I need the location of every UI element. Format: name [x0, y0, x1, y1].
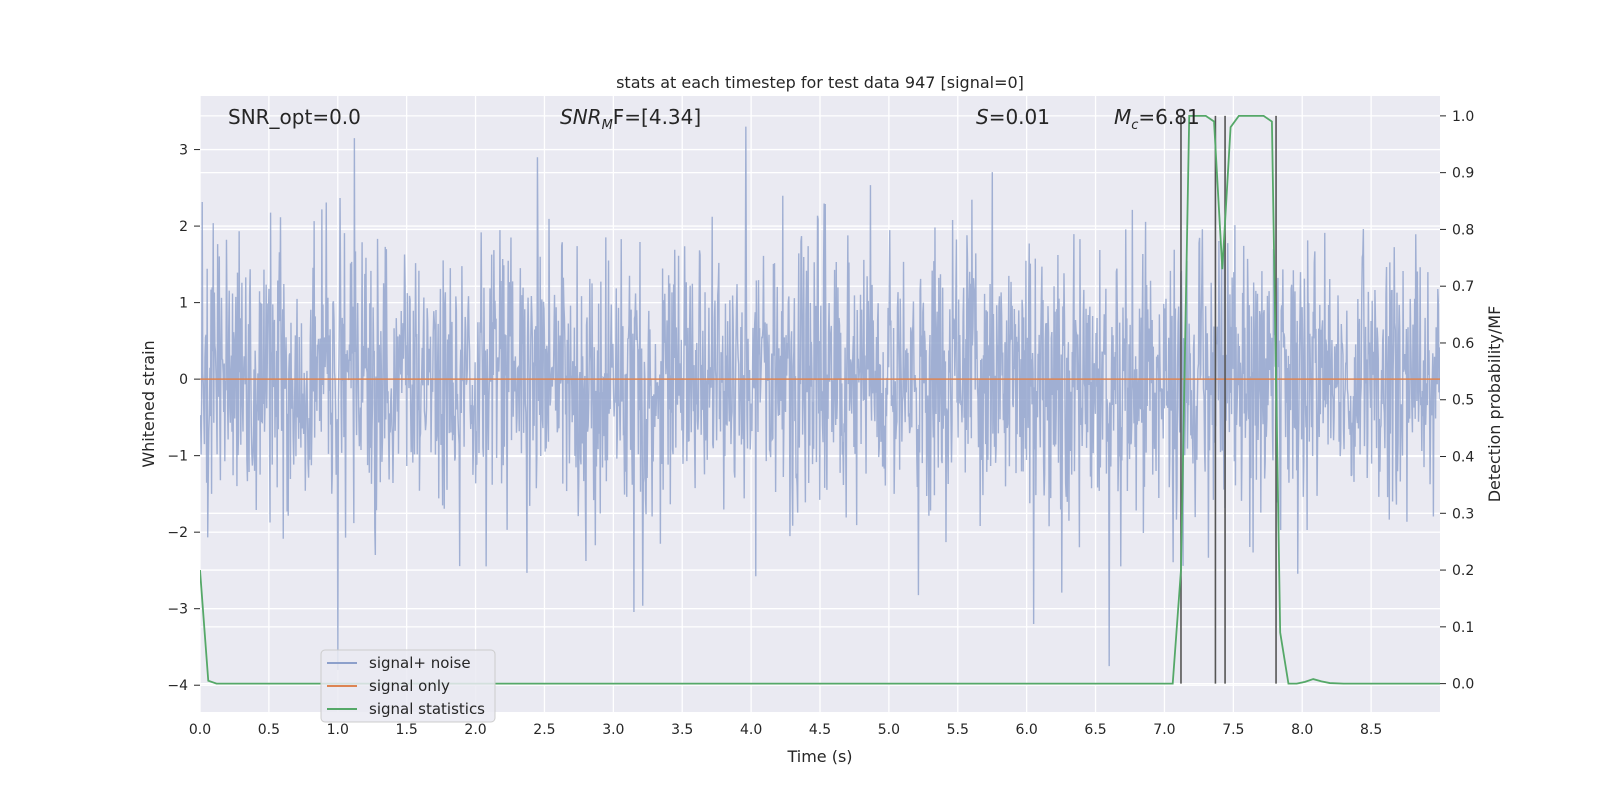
y-tick-right-label: 0.4	[1452, 450, 1474, 466]
x-tick-label: 0.0	[189, 722, 211, 738]
y-tick-left-label: −1	[167, 449, 188, 465]
y-axis-left-label: Whitened strain	[139, 340, 158, 467]
annotation-snr-opt: SNR_opt=0.0	[228, 105, 361, 129]
annotation-snr-mf: SNRMF=[4.34]	[560, 105, 701, 133]
y-tick-left-label: 3	[179, 143, 188, 159]
x-tick-label: 6.5	[1084, 722, 1106, 738]
signal-statistics-series	[200, 114, 1440, 685]
y-tick-left-label: 2	[179, 219, 188, 235]
y-tick-right-label: 0.8	[1452, 222, 1474, 238]
y-tick-left-label: 1	[179, 296, 188, 312]
x-tick-label: 6.0	[1016, 722, 1038, 738]
signal-noise-series	[200, 126, 1440, 670]
x-tick-label: 3.0	[602, 722, 624, 738]
y-tick-left-label: −2	[167, 525, 188, 541]
y-tick-right-label: 1.0	[1452, 109, 1474, 125]
y-tick-left-label: −4	[167, 678, 188, 694]
y-tick-right-label: 0.9	[1452, 166, 1474, 182]
legend-box	[320, 649, 496, 723]
x-tick-label: 4.5	[809, 722, 831, 738]
y-tick-left-label: 0	[179, 372, 188, 388]
annotation-s: S=0.01	[976, 105, 1050, 129]
y-tick-right-label: 0.7	[1452, 279, 1474, 295]
x-tick-label: 5.0	[878, 722, 900, 738]
x-tick-label: 2.5	[533, 722, 555, 738]
legend-label-signal: signal only	[369, 677, 450, 695]
chart-title: stats at each timestep for test data 947…	[616, 73, 1024, 92]
legend: signal+ noise signal only signal statist…	[320, 649, 496, 723]
y-axis-right: 0.0 0.1 0.2 0.3 0.4 0.5 0.6 0.7 0.8 0.9 1.0	[1440, 109, 1474, 693]
y-axis-left: −4 −3 −2 −1 0 1 2 3	[167, 143, 200, 694]
x-tick-label: 5.5	[947, 722, 969, 738]
x-tick-label: 1.5	[396, 722, 418, 738]
legend-label-stats: signal statistics	[369, 700, 485, 718]
y-tick-right-label: 0.5	[1452, 393, 1474, 409]
y-tick-right-label: 0.3	[1452, 506, 1474, 522]
x-axis: 0.0 0.5 1.0 1.5 2.0 2.5 3.0 3.5 4.0 4.5 5.0 5.5 6.0 6…	[189, 722, 1382, 738]
x-tick-label: 8.5	[1360, 722, 1382, 738]
x-tick-label: 3.5	[671, 722, 693, 738]
y-tick-right-label: 0.2	[1452, 563, 1474, 579]
y-tick-left-label: −3	[167, 602, 188, 618]
x-tick-label: 1.0	[327, 722, 349, 738]
y-tick-right-label: 0.6	[1452, 336, 1474, 352]
annotation-mc: Mc=6.81	[1114, 105, 1200, 133]
x-tick-label: 0.5	[258, 722, 280, 738]
y-axis-right-label: Detection probability/MF	[1485, 306, 1504, 503]
x-tick-label: 8.0	[1291, 722, 1313, 738]
x-tick-label: 7.5	[1222, 722, 1244, 738]
x-tick-label: 7.0	[1153, 722, 1175, 738]
x-tick-label: 2.0	[464, 722, 486, 738]
series-line-stats	[200, 114, 1440, 685]
series-line-noise	[200, 126, 1440, 670]
x-tick-label: 4.0	[740, 722, 762, 738]
y-tick-right-label: 0.0	[1452, 677, 1474, 693]
x-axis-label: Time (s)	[786, 747, 852, 766]
y-tick-right-label: 0.1	[1452, 620, 1474, 636]
legend-label-noise: signal+ noise	[369, 654, 471, 672]
